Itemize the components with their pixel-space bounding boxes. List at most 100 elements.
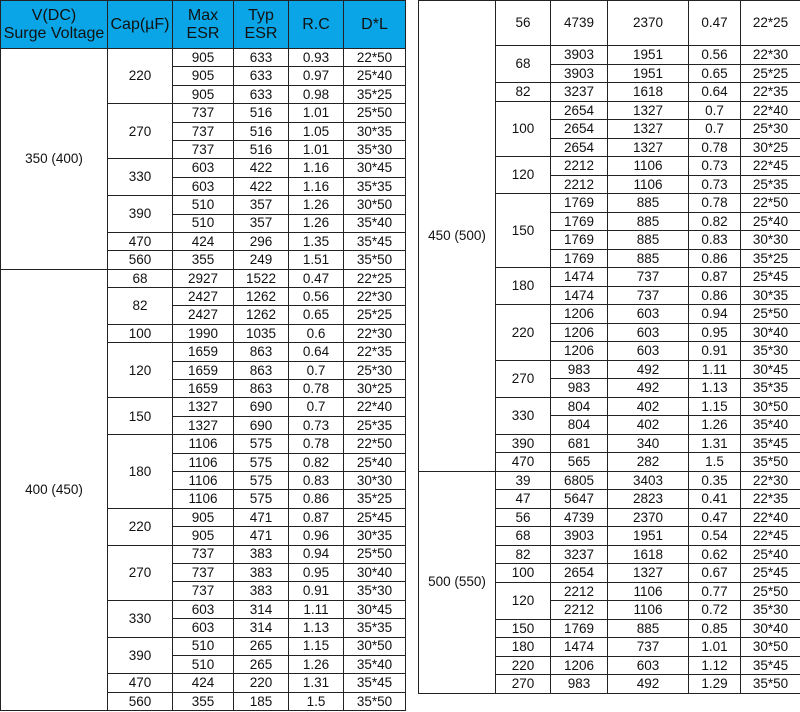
typ-esr-cell: 340 (607, 433, 689, 453)
table-row: 1106 575 0.83 30*30 (1, 470, 406, 491)
cap-cell: 150 (107, 397, 173, 436)
table-row: 3903 1951 0.65 25*25 (419, 63, 800, 83)
max-esr-cell: 905 (172, 84, 234, 105)
dl-cell: 30*40 (343, 562, 406, 583)
dl-cell: 35*30 (740, 341, 800, 361)
typ-esr-cell: 516 (233, 121, 289, 141)
table-row: 500 (550) 39 6805 3403 0.35 22*30 (418, 470, 800, 694)
cap-cell: 270 (495, 359, 551, 398)
max-esr-cell: 1106 (172, 452, 234, 472)
rc-cell: 1.26 (688, 415, 741, 435)
dl-cell: 25*50 (343, 103, 406, 123)
dl-cell: 30*40 (740, 618, 800, 638)
cap-cell: 68 (495, 526, 551, 546)
max-esr-cell: 603 (172, 176, 234, 197)
max-esr-cell: 737 (172, 544, 234, 564)
cap-cell: 56 (495, 0, 551, 46)
typ-esr-cell: 603 (607, 322, 689, 342)
max-esr-cell: 681 (550, 433, 608, 453)
max-esr-cell: 1106 (172, 470, 234, 491)
dl-cell: 35*40 (740, 415, 800, 435)
dl-cell: 22*30 (343, 323, 406, 344)
max-esr-cell: 3903 (550, 45, 608, 65)
table-row: 1659 863 0.7 25*30 (1, 360, 406, 381)
max-esr-cell: 905 (172, 47, 234, 68)
table-row: 82 3237 1618 0.64 22*35 (419, 82, 800, 102)
cap-cell: 68 (495, 45, 551, 83)
typ-esr-cell: 1262 (233, 287, 289, 307)
typ-esr-cell: 1106 (607, 600, 689, 620)
dl-cell: 35*30 (343, 581, 406, 601)
typ-esr-cell: 863 (233, 360, 289, 381)
table-row: 68 3903 1951 0.54 22*45 (419, 526, 800, 546)
rc-cell: 0.98 (288, 84, 344, 105)
rc-cell: 1.13 (288, 618, 344, 638)
table-row: 390 510 265 1.15 30*50 (1, 636, 406, 675)
typ-esr-cell: 1106 (607, 174, 689, 194)
max-esr-cell: 2212 (550, 600, 608, 620)
dl-cell: 25*45 (740, 563, 800, 583)
spec-table-right: 450 (500) 56 4739 2370 0.47 22*25 68 3903 1951 0.… (418, 0, 800, 694)
table-row: 150 1769 885 0.85 30*40 (419, 618, 800, 638)
max-esr-cell: 1990 (172, 323, 234, 344)
typ-esr-cell: 296 (233, 231, 289, 252)
typ-esr-cell: 575 (233, 452, 289, 472)
typ-esr-cell: 282 (607, 452, 689, 472)
typ-esr-cell: 471 (233, 526, 289, 546)
typ-esr-cell: 314 (233, 618, 289, 638)
table-row: 737 383 0.95 30*40 (1, 562, 406, 583)
cap-cell: 270 (107, 544, 173, 601)
dl-cell: 35*35 (343, 176, 406, 197)
dl-cell: 22*45 (740, 526, 800, 546)
table-row: 220 905 471 0.87 25*45 (1, 507, 406, 546)
dl-cell: 22*50 (343, 47, 406, 68)
typ-esr-cell: 2370 (607, 0, 689, 46)
spec-table-left: V(DC) Surge Voltage Cap(µF) Max ESR Typ … (0, 0, 406, 712)
typ-esr-cell: 690 (233, 397, 289, 417)
max-esr-cell: 1769 (550, 248, 608, 268)
dl-cell: 25*25 (740, 63, 800, 83)
max-esr-cell: 603 (172, 618, 234, 638)
dl-cell: 22*35 (740, 489, 800, 509)
table-row: 510 265 1.26 35*40 (1, 654, 406, 675)
max-esr-cell: 1327 (172, 415, 234, 436)
table-row: 804 402 1.26 35*40 (419, 415, 800, 435)
rc-cell: 0.47 (688, 507, 741, 527)
cap-cell: 220 (107, 507, 173, 546)
cap-cell: 100 (495, 100, 551, 157)
typ-esr-cell: 2823 (607, 489, 689, 509)
max-esr-cell: 1659 (172, 342, 234, 362)
dl-cell: 35*40 (343, 654, 406, 675)
table-row: 330 804 402 1.15 30*50 (419, 396, 800, 435)
dl-cell: 35*50 (740, 674, 800, 694)
max-esr-cell: 1474 (550, 267, 608, 287)
typ-esr-cell: 737 (607, 267, 689, 287)
table-row: 82 2427 1262 0.56 22*30 (1, 287, 406, 325)
dl-cell: 25*25 (343, 305, 406, 325)
typ-esr-cell: 575 (233, 470, 289, 491)
dl-cell: 22*40 (343, 397, 406, 417)
table-row: 350 (400) 220 905 633 0.93 22*50 (0, 47, 406, 270)
rc-cell: 1.16 (288, 158, 344, 178)
dl-cell: 30*50 (343, 195, 406, 215)
cap-cell: 120 (107, 342, 173, 399)
rc-cell: 0.83 (688, 230, 741, 250)
typ-esr-cell: 265 (233, 654, 289, 675)
typ-esr-cell: 885 (607, 248, 689, 268)
typ-esr-cell: 357 (233, 213, 289, 233)
rc-cell: 0.56 (688, 45, 741, 65)
dl-cell: 35*50 (343, 691, 406, 712)
voltage-cell: 450 (500) (418, 0, 496, 472)
max-esr-cell: 510 (172, 195, 234, 215)
rc-cell: 1.5 (688, 452, 741, 472)
table-row: 220 1206 603 0.94 25*50 (419, 304, 800, 361)
rc-cell: 0.7 (688, 119, 741, 139)
cap-cell: 270 (107, 103, 173, 160)
dl-cell: 22*35 (343, 342, 406, 362)
typ-esr-cell: 885 (607, 193, 689, 213)
table-row: 2654 1327 0.78 30*25 (419, 137, 800, 157)
typ-esr-cell: 357 (233, 195, 289, 215)
max-esr-cell: 510 (172, 213, 234, 233)
rc-cell: 0.65 (288, 305, 344, 325)
table-row: 1769 885 0.83 30*30 (419, 230, 800, 250)
